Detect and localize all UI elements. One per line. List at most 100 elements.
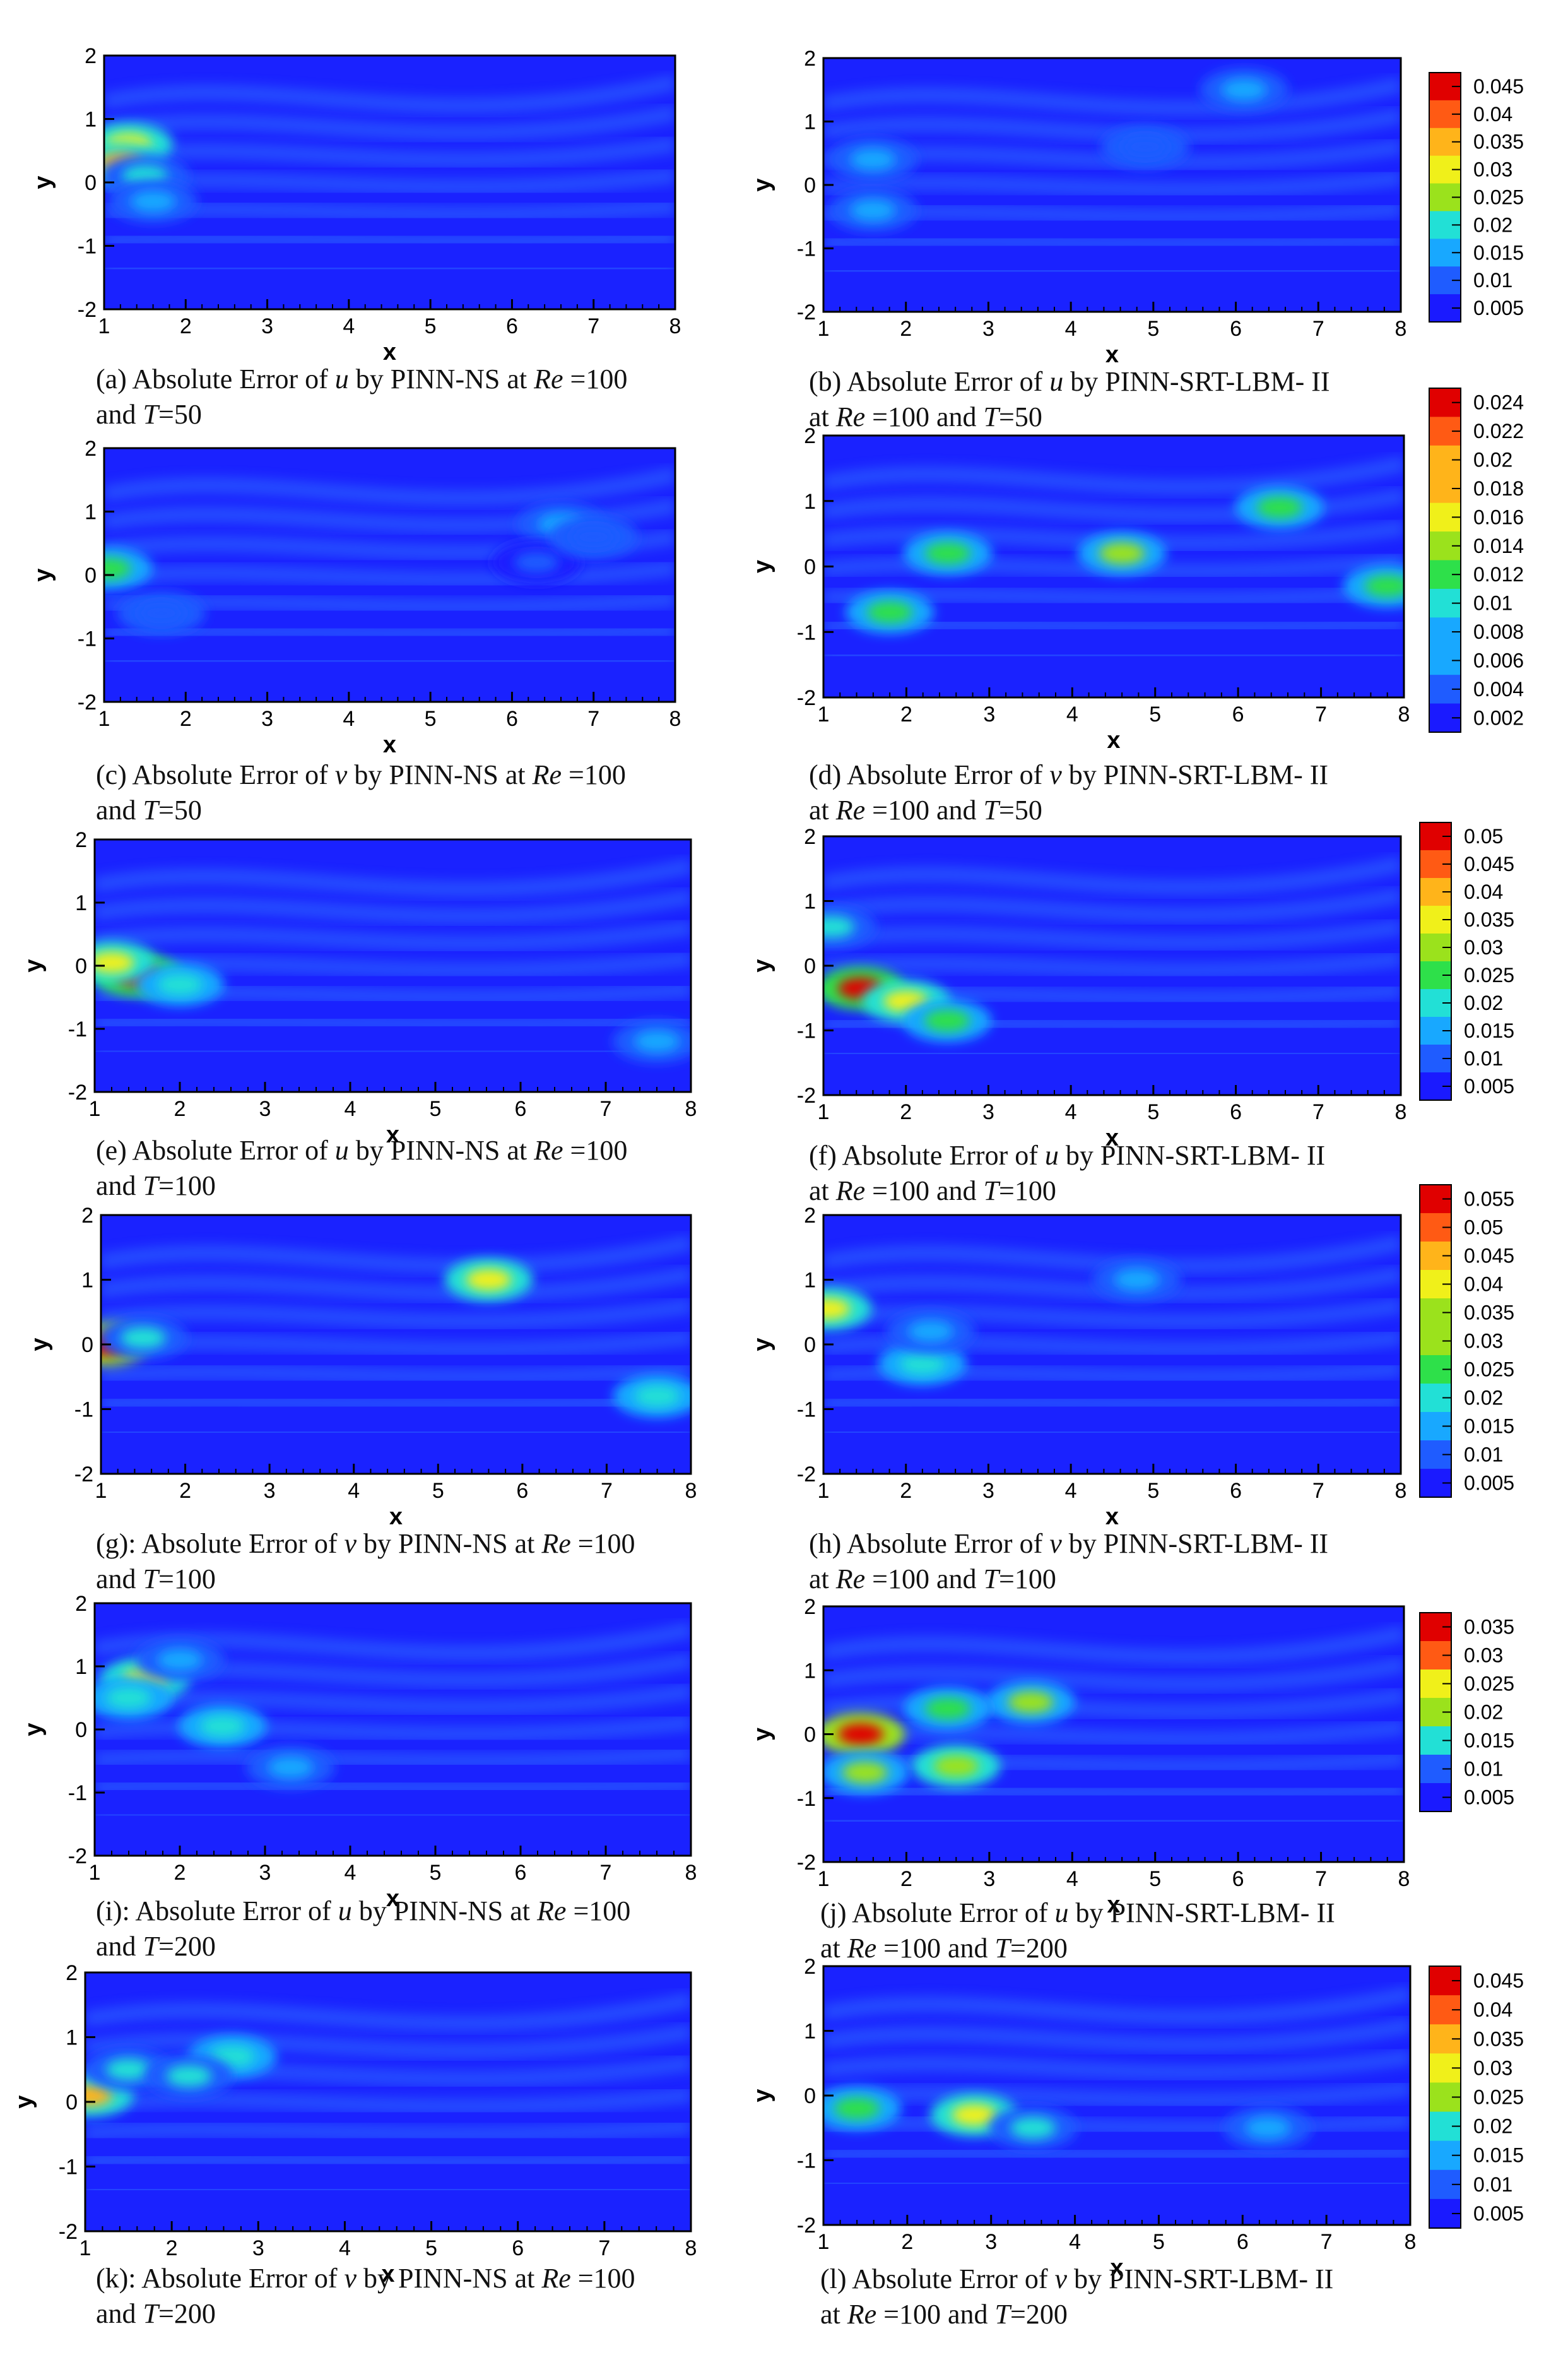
colorbar-label: 0.025 xyxy=(1464,1673,1514,1695)
x-tick-label: 5 xyxy=(432,1479,444,1503)
y-tick-label: -1 xyxy=(74,1398,93,1422)
y-tick-label: 1 xyxy=(804,1659,816,1683)
error-streak xyxy=(823,919,1401,951)
hotspot xyxy=(842,1762,888,1784)
x-tick-label: 7 xyxy=(1315,1867,1327,1891)
hotspot xyxy=(130,191,176,213)
y-tick-label: -1 xyxy=(68,1017,87,1041)
colorbar-label: 0.024 xyxy=(1473,391,1524,414)
x-tick-label: 6 xyxy=(516,1479,528,1503)
colorbar-label: 0.02 xyxy=(1464,1387,1503,1409)
error-streak xyxy=(104,136,675,169)
panel-f: 1 2 3 4 5 6 7 8 -2 -1 0 1 2 x y xyxy=(749,825,1406,1151)
hotspot xyxy=(634,1031,680,1052)
hotspot xyxy=(850,148,896,170)
x-tick-label: 7 xyxy=(598,2236,610,2260)
caption-e: (e) Absolute Error of u by PINN-NS at Re… xyxy=(96,1135,628,1201)
error-streak xyxy=(95,920,691,952)
colorbar-label: 0.006 xyxy=(1473,649,1524,672)
error-streak xyxy=(85,2024,691,2060)
x-tick-label: 7 xyxy=(1312,317,1324,341)
x-tick-label: 6 xyxy=(1230,1479,1242,1503)
colorbar-label: 0.02 xyxy=(1464,1701,1503,1724)
x-tick-label: 2 xyxy=(900,317,912,341)
y-axis-label: y xyxy=(27,1337,53,1351)
x-tick-label: 6 xyxy=(506,314,518,338)
caption-b: (b) Absolute Error of u by PINN-SRT-LBM-… xyxy=(809,366,1330,432)
error-streak xyxy=(823,107,1401,144)
x-tick-label: 3 xyxy=(261,707,273,731)
colorbar-label: 0.04 xyxy=(1464,881,1503,903)
colorbar-label: 0.002 xyxy=(1473,706,1524,729)
y-tick-label: 0 xyxy=(804,2084,816,2108)
error-streak xyxy=(823,1656,1404,1693)
caption-k: (k): Absolute Error of v by PINN-NS at R… xyxy=(96,2263,635,2329)
x-tick-label: 2 xyxy=(901,2230,913,2254)
y-tick-label: 1 xyxy=(85,501,97,525)
x-tick-label: 4 xyxy=(1065,1479,1077,1503)
error-streak xyxy=(823,1014,1401,1035)
x-tick-label: 2 xyxy=(180,314,192,338)
x-tick-label: 8 xyxy=(1398,1867,1410,1891)
x-tick-label: 7 xyxy=(1315,703,1327,726)
caption-a: (a) Absolute Error of u by PINN-NS at Re… xyxy=(96,364,628,430)
hotspot xyxy=(1245,2117,1291,2139)
colorbar-label: 0.015 xyxy=(1473,2144,1524,2167)
error-streak xyxy=(95,1776,691,1796)
x-tick-label: 3 xyxy=(982,1479,994,1503)
x-tick-label: 2 xyxy=(900,703,912,726)
x-tick-label: 3 xyxy=(983,1867,995,1891)
x-tick-label: 5 xyxy=(425,2236,437,2260)
colorbar-label: 0.004 xyxy=(1473,678,1524,701)
error-streak xyxy=(823,76,1401,117)
y-tick-label: -2 xyxy=(797,1084,816,1108)
y-tick-label: 1 xyxy=(85,108,97,132)
x-tick-label: 4 xyxy=(343,707,355,731)
error-streak xyxy=(104,259,675,277)
x-tick-label: 6 xyxy=(515,1861,527,1885)
error-streak xyxy=(85,2087,691,2115)
colorbar-label: 0.015 xyxy=(1464,1019,1514,1042)
error-streak xyxy=(823,1423,1401,1441)
caption-j: (j) Absolute Error of u by PINN-SRT-LBM-… xyxy=(820,1897,1335,1964)
x-tick-label: 4 xyxy=(343,314,355,338)
panel-h: 1 2 3 4 5 6 7 8 -2 -1 0 1 2 x y xyxy=(749,1204,1406,1530)
x-tick-label: 3 xyxy=(259,1861,271,1885)
hotspot xyxy=(952,2104,998,2126)
y-axis-label: y xyxy=(749,2089,775,2102)
y-axis-label: y xyxy=(749,959,775,972)
colorbar-h: 0.055 0.05 0.045 0.04 0.035 0.03 0.025 0.02 0.01… xyxy=(1419,1184,1514,1498)
x-tick-label: 2 xyxy=(900,1479,912,1503)
y-tick-label: 2 xyxy=(804,1595,816,1619)
y-tick-label: -2 xyxy=(797,2214,816,2238)
panel-k: 1 2 3 4 5 6 7 8 -2 -1 0 1 2 x y xyxy=(11,1961,697,2287)
y-tick-label: -1 xyxy=(797,1787,816,1811)
colorbar-label: 0.04 xyxy=(1464,1273,1503,1296)
x-tick-label: 7 xyxy=(587,314,599,338)
colorbar-label: 0.018 xyxy=(1473,477,1524,500)
colorbar-label: 0.045 xyxy=(1464,853,1514,875)
colorbar-label: 0.005 xyxy=(1464,1472,1514,1495)
hotspot xyxy=(1114,1269,1160,1291)
y-tick-label: 1 xyxy=(804,490,816,514)
colorbar-label: 0.02 xyxy=(1464,992,1503,1014)
colorbar-frame xyxy=(1429,1966,1461,2229)
error-streak xyxy=(823,1750,1404,1775)
x-tick-label: 4 xyxy=(348,1479,360,1503)
x-tick-label: 6 xyxy=(1230,317,1242,341)
colorbar-label: 0.01 xyxy=(1473,2173,1512,2196)
x-axis-label: x xyxy=(383,732,396,758)
colorbar-b: 0.045 0.04 0.035 0.03 0.025 0.02 0.015 0.01 0.00… xyxy=(1429,72,1524,323)
error-streak xyxy=(104,105,675,141)
hotspot xyxy=(268,1757,314,1778)
y-axis-label: y xyxy=(30,175,56,189)
y-tick-label: 2 xyxy=(804,1955,816,1979)
x-axis-label: x xyxy=(1105,1503,1119,1530)
error-streak xyxy=(823,1235,1401,1274)
x-tick-label: 1 xyxy=(818,1479,830,1503)
error-streak xyxy=(104,560,675,588)
y-tick-label: -2 xyxy=(59,2220,78,2244)
x-tick-label: 7 xyxy=(1321,2230,1333,2254)
error-streak xyxy=(101,1361,691,1385)
